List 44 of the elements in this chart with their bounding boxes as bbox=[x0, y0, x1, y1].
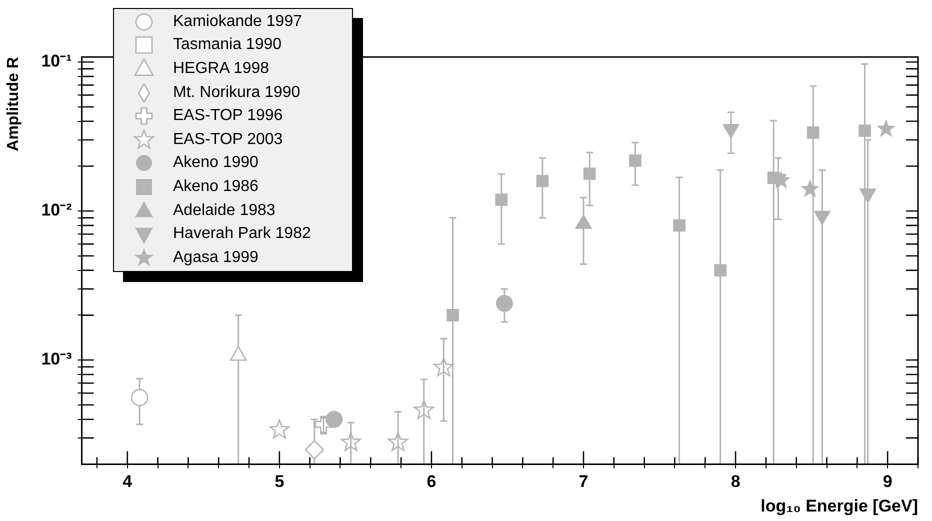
legend-label: Haverah Park 1982 bbox=[173, 225, 311, 244]
legend-label: Akeno 1986 bbox=[173, 178, 258, 196]
x-tick-label: 7 bbox=[578, 472, 588, 492]
point bbox=[767, 172, 780, 184]
point bbox=[806, 126, 820, 139]
y-tick-label: 10⁻³ bbox=[41, 350, 72, 369]
point bbox=[304, 440, 324, 460]
point bbox=[800, 179, 820, 198]
legend-label: Agasa 1999 bbox=[173, 248, 258, 267]
point bbox=[714, 264, 727, 276]
x-axis-title: log₁₀ Energie [GeV] bbox=[760, 496, 918, 516]
point bbox=[629, 154, 642, 167]
legend-label: HEGRA 1998 bbox=[173, 60, 270, 78]
x-tick-label: 6 bbox=[426, 472, 436, 492]
point bbox=[326, 410, 343, 428]
legend-label: Akeno 1990 bbox=[173, 154, 258, 172]
point bbox=[495, 194, 508, 206]
legend-label: Mt. Norikura 1990 bbox=[173, 84, 300, 102]
y-axis-title: Amplitude R bbox=[5, 56, 22, 152]
y-tick-label: 10⁻¹ bbox=[41, 52, 72, 71]
point bbox=[858, 124, 871, 137]
x-tick-label: 9 bbox=[882, 472, 892, 492]
point bbox=[130, 388, 148, 406]
legend-label: EAS-TOP 1996 bbox=[173, 107, 283, 126]
point bbox=[269, 419, 290, 439]
point bbox=[496, 294, 513, 312]
point bbox=[446, 309, 459, 322]
point bbox=[314, 416, 332, 434]
point bbox=[876, 119, 896, 138]
point bbox=[434, 357, 454, 376]
point bbox=[583, 168, 596, 180]
x-tick-label: 5 bbox=[274, 472, 284, 492]
point bbox=[536, 174, 549, 188]
legend-label: Tasmania 1990 bbox=[173, 36, 282, 54]
x-tick-label: 8 bbox=[730, 472, 740, 492]
point bbox=[340, 432, 361, 452]
legend-label: Kamiokande 1997 bbox=[173, 12, 302, 31]
point bbox=[673, 219, 686, 232]
x-tick-label: 4 bbox=[122, 472, 133, 492]
point bbox=[388, 432, 408, 452]
point bbox=[414, 400, 434, 419]
legend-label: Adelaide 1983 bbox=[173, 202, 276, 220]
legend-label: EAS-TOP 2003 bbox=[173, 130, 283, 149]
y-tick-label: 10⁻² bbox=[41, 200, 72, 220]
